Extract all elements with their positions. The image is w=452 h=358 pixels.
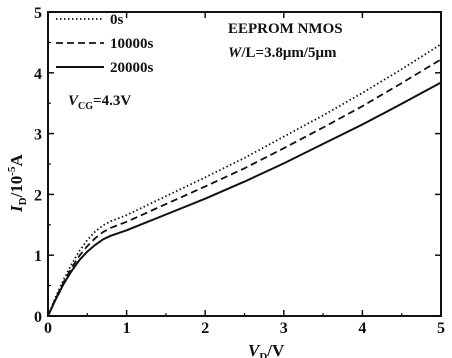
x-tick-label: 4 xyxy=(358,320,366,337)
series-line-0s xyxy=(47,43,442,317)
tick-labels: 0 1 2 3 4 5 0 1 2 3 4 5 xyxy=(34,5,445,337)
y-tick-label: 0 xyxy=(34,309,42,326)
y-tick-label: 3 xyxy=(34,127,42,144)
legend: 0s 10000s 20000s xyxy=(56,12,154,76)
legend-label-20000s: 20000s xyxy=(110,60,154,76)
y-tick-label: 2 xyxy=(34,187,42,204)
geometry-label: W/L=3.8μm/5μm xyxy=(228,45,337,61)
legend-label-0s: 0s xyxy=(110,12,124,28)
series-line-10000s xyxy=(47,58,442,317)
x-tick-label: 5 xyxy=(437,320,445,337)
plot-axes xyxy=(47,11,442,317)
device-label: EEPROM NMOS xyxy=(228,21,343,37)
legend-label-10000s: 10000s xyxy=(110,36,154,52)
vcg-label: VCG=4.3V xyxy=(68,93,131,112)
x-tick-label: 1 xyxy=(123,320,131,337)
x-tick-label: 0 xyxy=(44,320,52,337)
y-tick-label: 5 xyxy=(34,5,42,22)
x-tick-label: 2 xyxy=(201,320,209,337)
series-lines xyxy=(47,43,442,317)
y-tick-label: 1 xyxy=(34,248,42,265)
x-tick-label: 3 xyxy=(280,320,288,337)
series-line-20000s xyxy=(47,81,442,317)
y-axis-label: ID/10-5A xyxy=(6,154,29,213)
y-tick-label: 4 xyxy=(34,66,42,83)
x-axis-label: VD/V xyxy=(248,341,285,358)
